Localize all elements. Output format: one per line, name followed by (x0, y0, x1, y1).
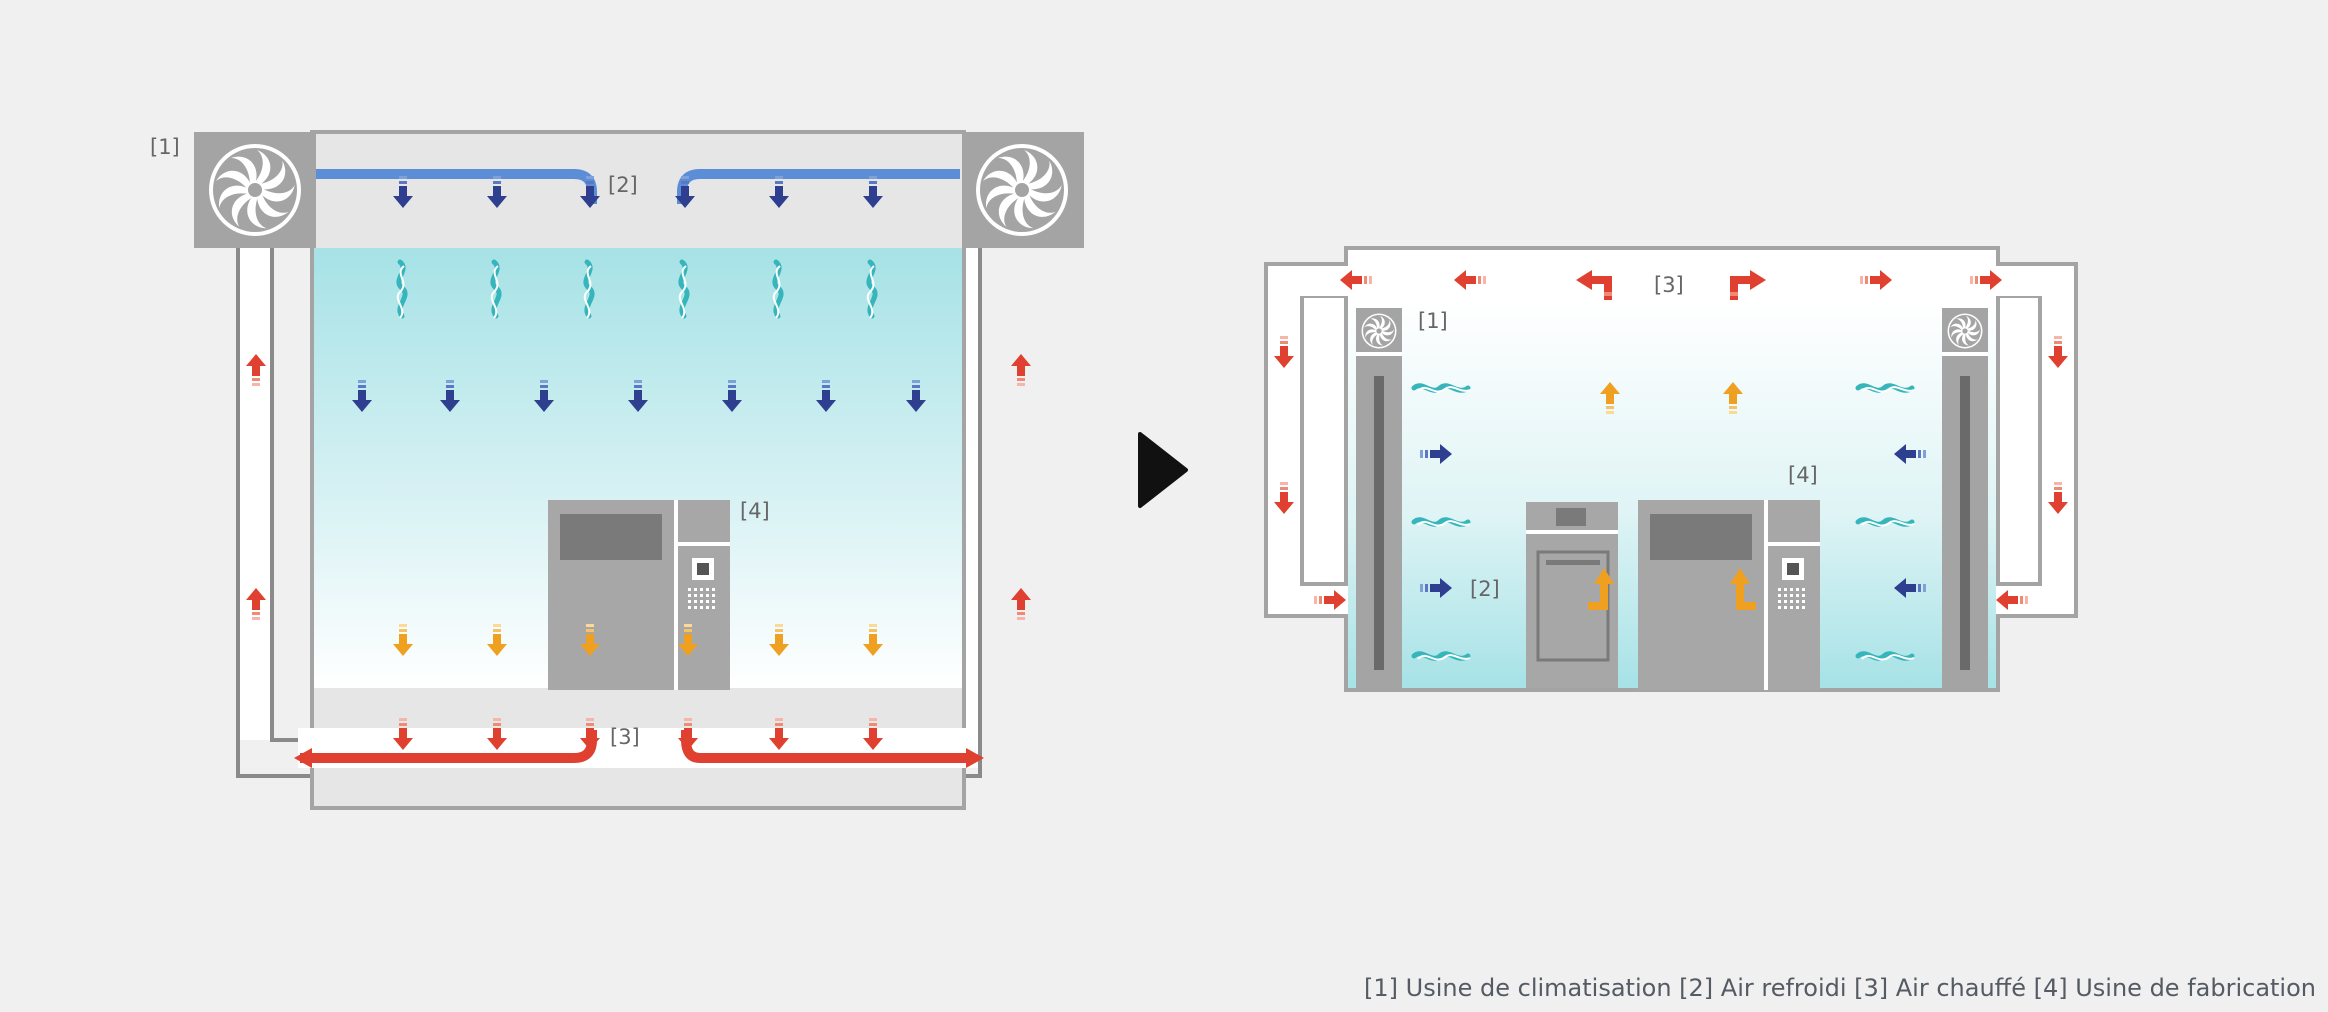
fan-icon (208, 143, 302, 237)
play-arrow-icon (1138, 432, 1188, 508)
right-machine (1638, 500, 1820, 690)
legend-caption: [1] Usine de climatisation [2] Air refro… (1364, 974, 2316, 1002)
left-label-heated-air: [3] (610, 725, 640, 749)
right-label-machine: [4] (1788, 463, 1818, 487)
fan-icon (1361, 313, 1397, 349)
right-label-cooled-air: [2] (1470, 577, 1500, 601)
right-label-air-handler: [1] (1418, 309, 1448, 333)
air-flow-arrow-icon (294, 718, 984, 768)
right-diagram: [1] [2] [3] [4] (1264, 246, 2078, 692)
left-diagram: [1] [2] [3] [4] (150, 130, 1084, 810)
left-label-air-handler: [1] (150, 135, 180, 159)
left-machine (548, 500, 730, 690)
fan-icon (975, 143, 1069, 237)
fan-icon (1947, 313, 1983, 349)
air-flow-arrow-icon (1340, 270, 2002, 300)
left-label-cooled-air: [2] (608, 173, 638, 197)
left-label-machine: [4] (740, 499, 770, 523)
right-label-heated-air: [3] (1654, 273, 1684, 297)
air-flow-arrow-icon (1588, 382, 1756, 610)
